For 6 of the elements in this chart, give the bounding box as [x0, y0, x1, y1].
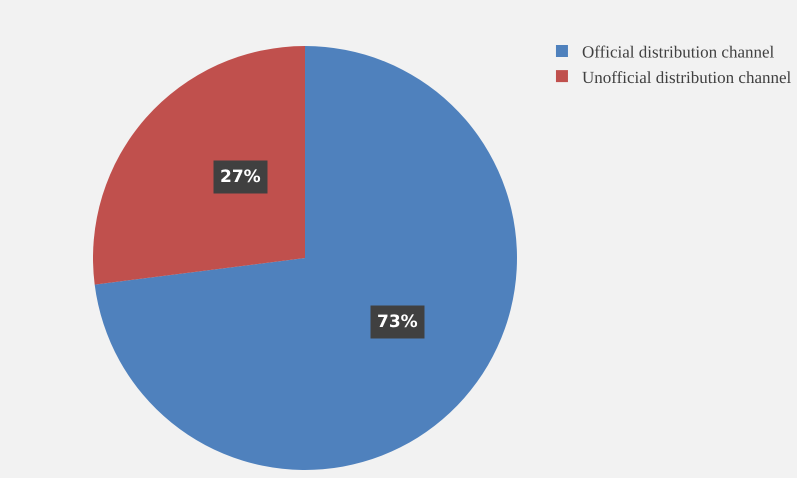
- data-label: 27%: [220, 167, 261, 187]
- pie-slice: [94, 46, 517, 470]
- data-label: 73%: [377, 312, 418, 332]
- pie-slice: [93, 46, 305, 285]
- legend-label: Official distribution channel: [582, 42, 775, 62]
- legend-label: Unofficial distribution channel: [582, 68, 792, 87]
